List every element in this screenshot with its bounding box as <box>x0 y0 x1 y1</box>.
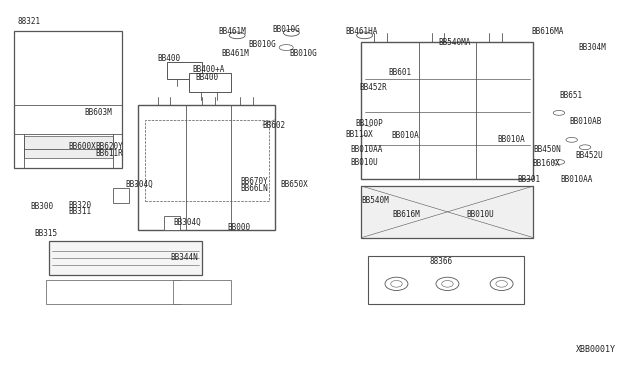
Text: 88321: 88321 <box>17 17 40 26</box>
Text: BB66LN: BB66LN <box>241 184 268 193</box>
Text: BB611R: BB611R <box>96 149 124 158</box>
Text: BB010G: BB010G <box>289 49 317 58</box>
Text: BB110X: BB110X <box>346 130 373 139</box>
Text: BB304Q: BB304Q <box>125 180 154 189</box>
Text: BB603M: BB603M <box>84 108 112 117</box>
Text: BB602: BB602 <box>262 121 286 129</box>
Text: BB600X: BB600X <box>68 142 96 151</box>
Text: BB301: BB301 <box>518 175 541 184</box>
Text: BB010AA: BB010AA <box>350 145 382 154</box>
Bar <box>173 280 231 304</box>
Ellipse shape <box>553 160 564 164</box>
Ellipse shape <box>553 110 564 115</box>
Text: BB010A: BB010A <box>392 131 419 140</box>
Text: BB450N: BB450N <box>534 145 561 154</box>
Text: BB010U: BB010U <box>467 210 494 219</box>
Text: BB461M: BB461M <box>218 27 246 36</box>
Ellipse shape <box>566 137 577 142</box>
Text: BB100P: BB100P <box>356 119 383 128</box>
Text: BB400: BB400 <box>196 73 219 81</box>
Text: BB304Q: BB304Q <box>173 218 201 227</box>
Text: BB400: BB400 <box>157 54 180 63</box>
Text: BB010AB: BB010AB <box>570 117 602 126</box>
Text: BB010G: BB010G <box>272 25 300 33</box>
Text: BB000: BB000 <box>228 223 251 232</box>
Text: BB010G: BB010G <box>248 41 276 49</box>
Text: BB461M: BB461M <box>222 49 250 58</box>
Text: BB540M: BB540M <box>362 196 389 205</box>
Bar <box>362 42 534 179</box>
Bar <box>189 73 231 92</box>
Text: BB650X: BB650X <box>280 180 308 189</box>
Text: BB616M: BB616M <box>393 210 420 219</box>
Bar <box>145 119 269 201</box>
Text: BB320: BB320 <box>68 201 92 210</box>
Bar <box>24 136 113 158</box>
Text: BB010U: BB010U <box>351 158 378 167</box>
Text: BB010AA: BB010AA <box>561 175 593 184</box>
Text: BB315: BB315 <box>35 230 58 238</box>
Text: BB616MA: BB616MA <box>532 27 564 36</box>
Text: BB010A: BB010A <box>497 135 525 144</box>
Bar <box>164 215 180 230</box>
Text: BB304M: BB304M <box>578 43 606 52</box>
Bar <box>368 256 524 304</box>
Text: BB311: BB311 <box>68 207 92 217</box>
Bar <box>167 62 202 79</box>
Text: BB461HA: BB461HA <box>346 27 378 36</box>
Bar <box>14 31 122 167</box>
Text: BB452R: BB452R <box>360 83 387 92</box>
Text: BB452U: BB452U <box>575 151 603 160</box>
Text: BB344N: BB344N <box>170 253 198 263</box>
Text: XBB0001Y: XBB0001Y <box>576 345 616 354</box>
Bar <box>113 188 129 203</box>
Ellipse shape <box>579 145 591 150</box>
Text: BB300: BB300 <box>30 202 53 211</box>
Text: BB400+A: BB400+A <box>193 65 225 74</box>
Bar <box>362 186 534 238</box>
Bar <box>46 280 180 304</box>
Text: 88366: 88366 <box>429 257 452 266</box>
Text: BB160X: BB160X <box>532 158 560 168</box>
Bar <box>49 241 202 275</box>
Text: BB651: BB651 <box>559 91 582 100</box>
Text: BB601: BB601 <box>388 68 412 77</box>
Bar <box>138 105 275 230</box>
Text: BB620Y: BB620Y <box>96 142 124 151</box>
Text: BB670Y: BB670Y <box>241 177 268 186</box>
Text: BB540MA: BB540MA <box>438 38 470 47</box>
